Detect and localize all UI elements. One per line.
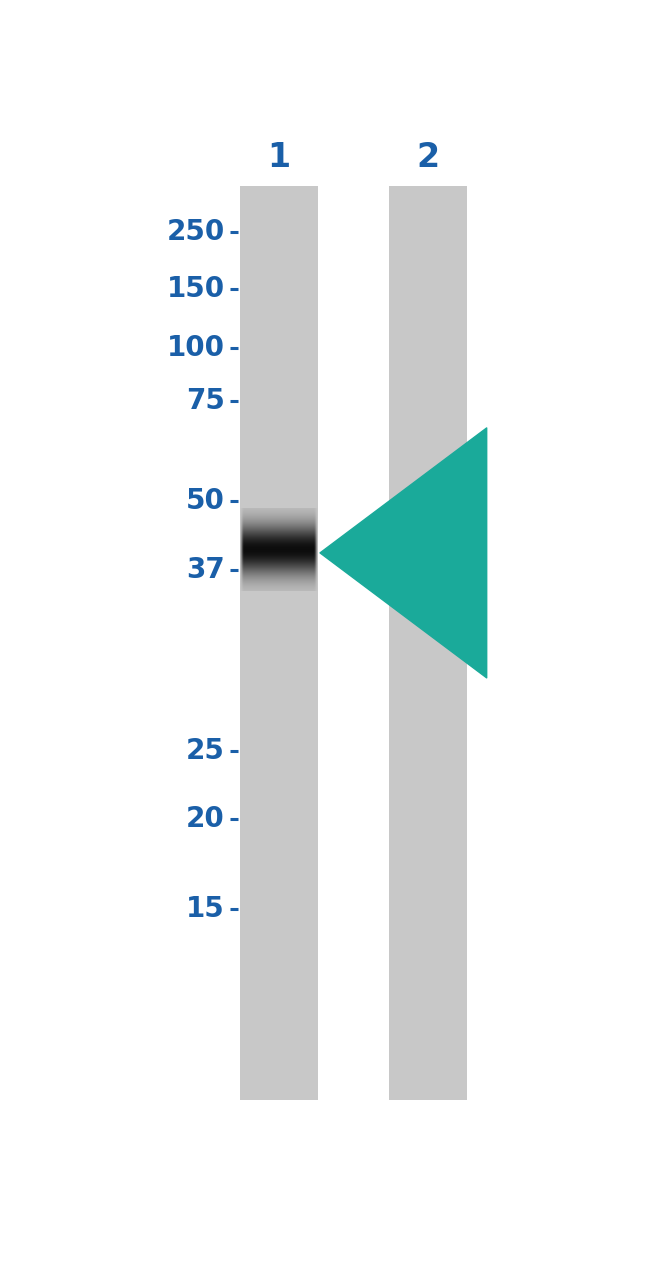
Bar <box>240 187 318 1100</box>
Text: 250: 250 <box>166 218 225 246</box>
Text: 37: 37 <box>186 557 225 585</box>
Text: 150: 150 <box>166 275 225 303</box>
Text: 20: 20 <box>186 805 225 832</box>
Text: 2: 2 <box>416 141 439 174</box>
Text: 100: 100 <box>167 334 225 362</box>
Bar <box>389 187 467 1100</box>
Text: 25: 25 <box>186 737 225 765</box>
Text: 1: 1 <box>268 141 291 174</box>
Text: 15: 15 <box>186 895 225 923</box>
Text: 50: 50 <box>186 487 225 515</box>
Text: 75: 75 <box>186 387 225 415</box>
